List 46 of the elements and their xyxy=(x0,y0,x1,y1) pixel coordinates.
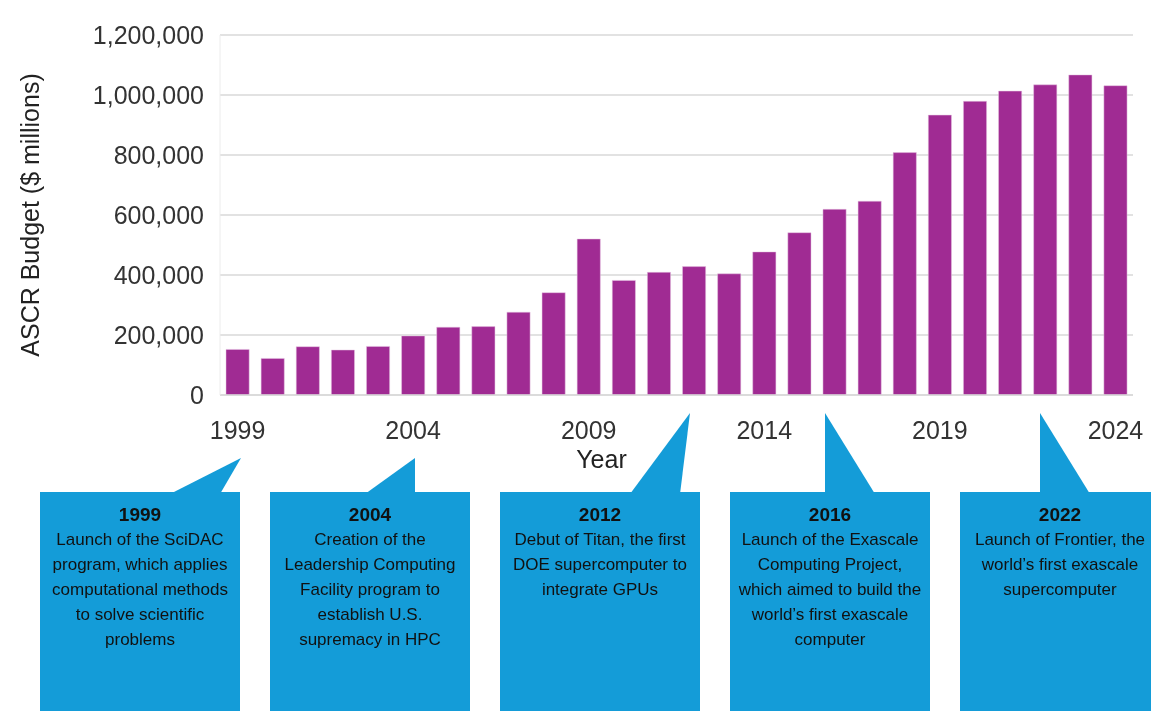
bar xyxy=(471,326,496,395)
bar xyxy=(541,292,566,395)
bar xyxy=(717,273,742,395)
text: 2022 Launch of Frontier, the world’s first exascale supercomputer xyxy=(973,503,1147,601)
bar xyxy=(998,90,1022,395)
y-tick-label: 600,000 xyxy=(113,200,204,229)
bar xyxy=(892,152,917,395)
y-tick-label: 1,000,000 xyxy=(92,80,204,109)
y-tick-label: 200,000 xyxy=(113,320,204,349)
text: 2004 Creation of the Leadership Computing Facility program to establish U.S. supremacy in HPC xyxy=(283,503,457,651)
bar xyxy=(436,326,461,395)
bar xyxy=(787,232,812,395)
x-tick-label: 2004 xyxy=(385,415,442,444)
bar xyxy=(1033,84,1058,395)
x-tick-label: 2019 xyxy=(912,415,968,444)
bar xyxy=(506,311,531,395)
bar xyxy=(576,238,601,395)
bar xyxy=(647,272,671,395)
bar xyxy=(401,335,425,395)
bar xyxy=(1103,85,1128,395)
bar xyxy=(857,200,882,395)
bar xyxy=(612,280,636,395)
y-tick-label: 400,000 xyxy=(113,260,204,289)
bar xyxy=(928,114,952,395)
x-axis-title: Year xyxy=(576,445,627,473)
bar xyxy=(682,266,706,395)
bar xyxy=(1068,74,1093,395)
bar xyxy=(295,346,320,395)
y-axis-title: ASCR Budget ($ millions) xyxy=(16,73,44,357)
y-tick-label: 0 xyxy=(190,380,204,409)
bar xyxy=(963,101,987,395)
x-tick-label: 1999 xyxy=(209,415,266,444)
y-tick-label: 800,000 xyxy=(113,140,204,169)
text: 2012 Debut of Titan, the first DOE supercomputer to integrate GPUs xyxy=(512,503,688,601)
bar xyxy=(260,358,285,395)
text: 1999 Launch of the SciDAC program, which applies computational methods to solve scientific problems xyxy=(51,503,229,651)
x-tick-label: 2014 xyxy=(736,415,793,444)
bar xyxy=(752,251,777,395)
bar xyxy=(822,209,847,395)
bar xyxy=(366,346,390,395)
y-tick-label: 1,200,000 xyxy=(92,20,204,49)
x-tick-label: 2024 xyxy=(1087,415,1144,444)
bar xyxy=(225,349,250,395)
text: 2016 Launch of the Exascale Computing Project, which aimed to build the world’s first exascale computer xyxy=(737,503,923,651)
x-tick-label: 2009 xyxy=(560,415,617,444)
bar xyxy=(331,349,355,395)
